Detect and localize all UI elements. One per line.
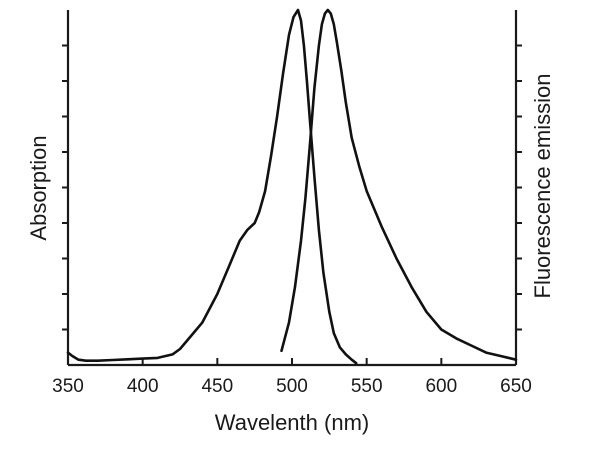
x-tick-label: 450 bbox=[201, 376, 233, 397]
fluorescence-emission-curve bbox=[280, 8, 518, 361]
y-axis-ticks bbox=[62, 44, 522, 331]
right-y-axis-title: Fluorescence emission bbox=[530, 74, 555, 299]
x-axis-title: Wavelenth (nm) bbox=[215, 410, 369, 435]
x-tick-label: 650 bbox=[500, 376, 532, 397]
x-tick-label: 550 bbox=[351, 376, 383, 397]
absorption-curve bbox=[66, 8, 358, 365]
x-tick-label: 500 bbox=[276, 376, 308, 397]
left-y-axis-title: Absorption bbox=[26, 135, 51, 240]
x-tick-label: 600 bbox=[425, 376, 457, 397]
series-lines bbox=[66, 8, 518, 365]
x-axis-ticks: 350 400 450 500 550 600 650 bbox=[52, 358, 532, 397]
x-tick-label: 350 bbox=[52, 376, 84, 397]
x-tick-label: 400 bbox=[127, 376, 159, 397]
